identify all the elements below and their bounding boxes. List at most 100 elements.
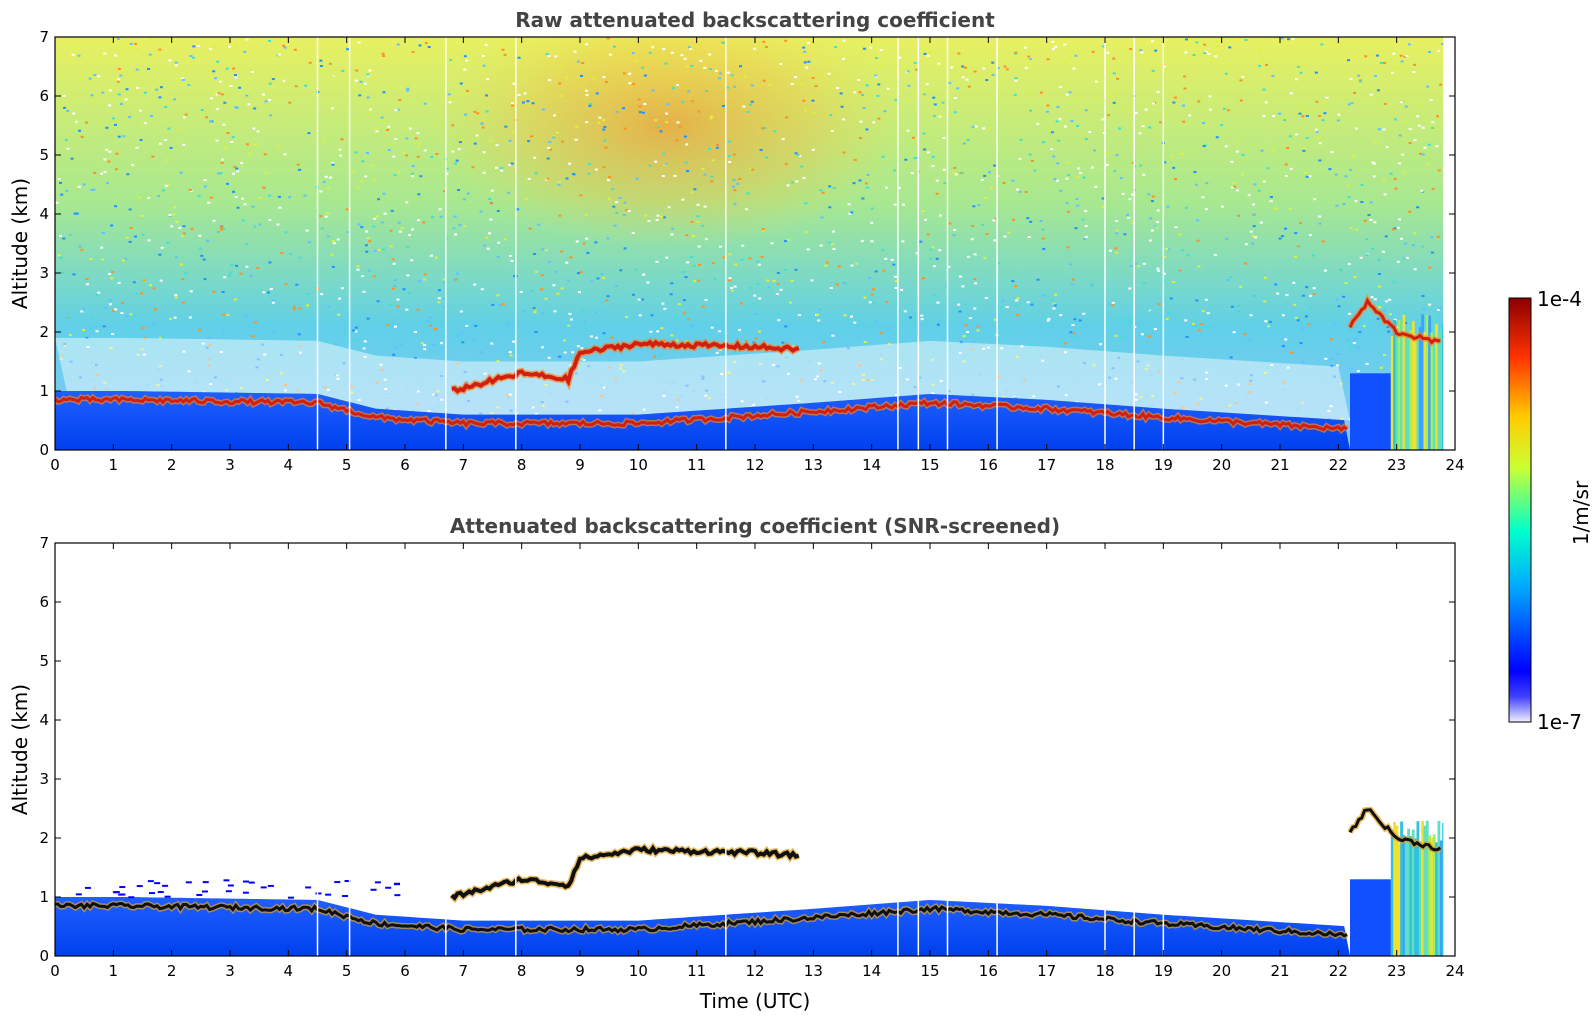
speckle [410,175,414,178]
speckle [331,163,335,166]
speckle [244,314,248,317]
x-tick-label: 18 [1095,962,1114,980]
x-tick-label: 7 [459,962,469,980]
speckle [776,271,780,274]
speckle [70,157,74,160]
speckle [596,277,600,280]
speckle [1011,280,1015,283]
speckle [1072,67,1076,70]
speckle [245,143,249,146]
y-tick-label: 4 [39,711,49,729]
speckle [1356,346,1360,349]
speckle [198,328,202,331]
speckle [365,151,369,154]
speckle [1194,183,1198,186]
speckle [232,190,236,193]
speckle [762,79,766,82]
speckle [1058,118,1062,121]
speckle [1153,328,1157,331]
speckle [699,59,703,62]
speckle [1391,71,1395,74]
speckle [1005,321,1009,324]
x-tick-label: 2 [167,962,177,980]
speckle [952,234,956,237]
speckle [977,203,981,206]
speckle [80,135,84,138]
speckle [549,148,553,151]
speckle [1172,166,1176,169]
speckle [742,105,746,108]
speckle [93,171,97,174]
speckle [1073,332,1077,335]
speckle [1397,162,1401,165]
x-tick-label: 16 [979,962,998,980]
speckle [805,66,809,69]
speckle [1166,205,1170,208]
speckle [105,126,109,129]
speckle [1254,236,1258,239]
speckle [354,330,358,333]
speck [75,893,82,896]
speckle [638,105,642,108]
speckle [94,363,98,366]
speckle [874,320,878,323]
speckle [718,245,722,248]
speckle [951,66,955,69]
speckle [1349,328,1353,331]
speckle [770,242,774,245]
speckle [505,394,509,397]
speckle [890,258,894,261]
y-tick-label: 3 [39,264,49,282]
speckle [576,60,580,63]
speckle [933,265,937,268]
speckle [268,82,272,85]
plot-area-raw [55,37,1455,450]
speckle [382,91,386,94]
speckle [1116,77,1120,80]
speckle [615,285,619,288]
speck [148,892,155,895]
speckle [710,180,714,183]
speckle [252,127,256,130]
speckle [380,357,384,360]
speckle [565,261,569,264]
speckle [430,407,434,410]
speckle [279,353,283,356]
speckle [296,163,300,166]
speckle [458,339,462,342]
speckle [93,387,97,390]
speckle [665,256,669,259]
speckle [865,128,869,131]
speckle [1140,51,1144,54]
speckle [532,307,536,310]
speckle [870,326,874,329]
speckle [108,272,112,275]
speckle [540,274,544,277]
speckle [58,181,62,184]
speckle [293,48,297,51]
speckle [245,243,249,246]
precip-streak [1414,334,1417,450]
speckle [671,227,675,230]
speckle [997,375,1001,378]
speckle [225,389,229,392]
speckle [322,180,326,183]
speckle [125,88,129,91]
speckle [567,324,571,327]
y-tick-label: 1 [39,888,49,906]
speckle [777,319,781,322]
speckle [494,166,498,169]
speckle [583,320,587,323]
speckle [133,235,137,238]
speckle [465,89,469,92]
speck [119,886,126,889]
speckle [354,151,358,154]
speckle [212,290,216,293]
speckle [1117,318,1121,321]
speckle [991,394,995,397]
speckle [485,236,489,239]
speckle [964,324,968,327]
speckle [68,333,72,336]
speckle [1070,119,1074,122]
speckle [1305,114,1309,117]
